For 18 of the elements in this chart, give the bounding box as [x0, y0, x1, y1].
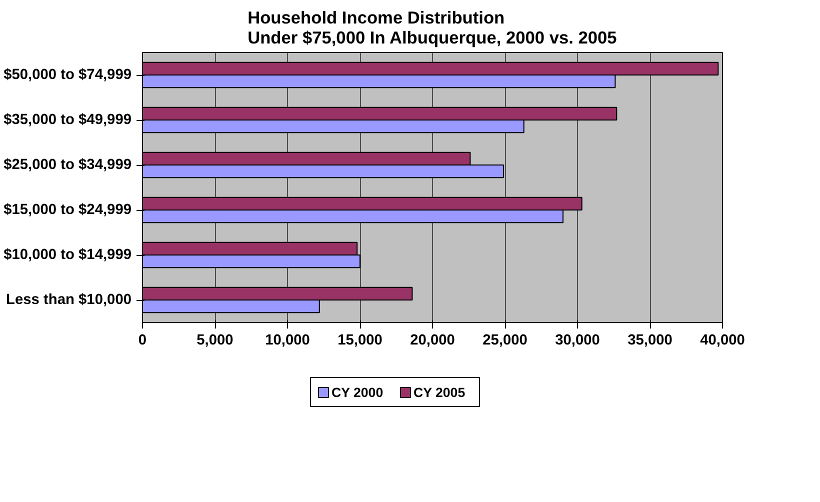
y-tick-label: $50,000 to $74,999 — [4, 67, 132, 83]
x-tick-label: 0 — [138, 332, 147, 348]
x-tick-label: 20,000 — [410, 332, 455, 348]
x-tick-label: 25,000 — [482, 332, 528, 348]
chart-title: Household Income Distribution Under $75,000 In Albuquerque, 2000 vs. 2005 — [248, 8, 618, 48]
y-tick-label: $25,000 to $34,999 — [4, 157, 132, 173]
y-tick-label: $35,000 to $49,999 — [4, 112, 132, 128]
x-tick-label: 30,000 — [555, 332, 600, 348]
x-tick-label: 40,000 — [700, 332, 745, 348]
y-tick-label: $15,000 to $24,999 — [4, 202, 132, 218]
x-tick-label: 10,000 — [265, 332, 310, 348]
legend-label: CY 2005 — [414, 385, 466, 400]
x-tick-label: 5,000 — [196, 332, 234, 348]
y-tick-label: $10,000 to $14,999 — [4, 247, 132, 263]
y-tick-label: Less than $10,000 — [6, 292, 132, 308]
x-tick-label: 35,000 — [628, 332, 672, 348]
legend-label: CY 2000 — [332, 385, 384, 400]
x-tick-label: 15,000 — [338, 332, 382, 348]
